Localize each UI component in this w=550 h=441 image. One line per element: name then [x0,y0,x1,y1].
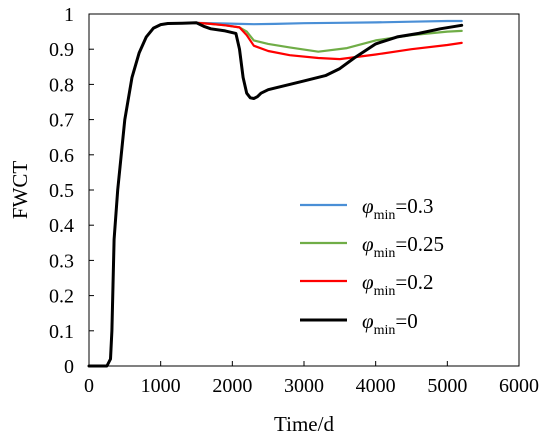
y-tick-label: 0.1 [49,321,74,343]
axis-ticks: 0 1000 2000 3000 4000 5000 6000 0 0.1 0.2 0.3 0.4 0.… [49,4,539,397]
y-tick-label: 0.4 [49,215,74,237]
plot-area-frame [88,13,520,367]
legend: φmin=0.3 φmin=0.25 φmin=0.2 φmin=0 [300,194,444,338]
legend-label-4: φmin=0 [362,309,418,338]
y-tick-label: 0.6 [49,145,74,167]
y-tick-label: 0 [64,356,74,378]
series-lines [87,19,464,368]
y-tick-label: 0.3 [49,250,74,272]
y-tick-label: 0.5 [49,180,74,202]
x-axis-title: Time/d [274,412,334,436]
x-tick-label: 6000 [499,375,539,397]
y-tick-label: 0.7 [49,110,74,132]
y-axis-title: FWCT [8,161,32,220]
legend-label-2: φmin=0.25 [362,232,444,261]
x-tick-label: 4000 [356,375,396,397]
y-tick-label: 1 [64,4,74,26]
x-tick-label: 2000 [212,375,252,397]
y-tick-label: 0.2 [49,286,74,308]
x-tick-label: 3000 [284,375,324,397]
series-line-4 [87,21,464,368]
x-tick-label: 0 [84,375,94,397]
legend-label-3: φmin=0.2 [362,270,434,299]
y-tick-label: 0.9 [49,39,74,61]
x-tick-label: 5000 [427,375,467,397]
x-tick-label: 1000 [141,375,181,397]
legend-label-1: φmin=0.3 [362,194,434,223]
y-tick-label: 0.8 [49,74,74,96]
